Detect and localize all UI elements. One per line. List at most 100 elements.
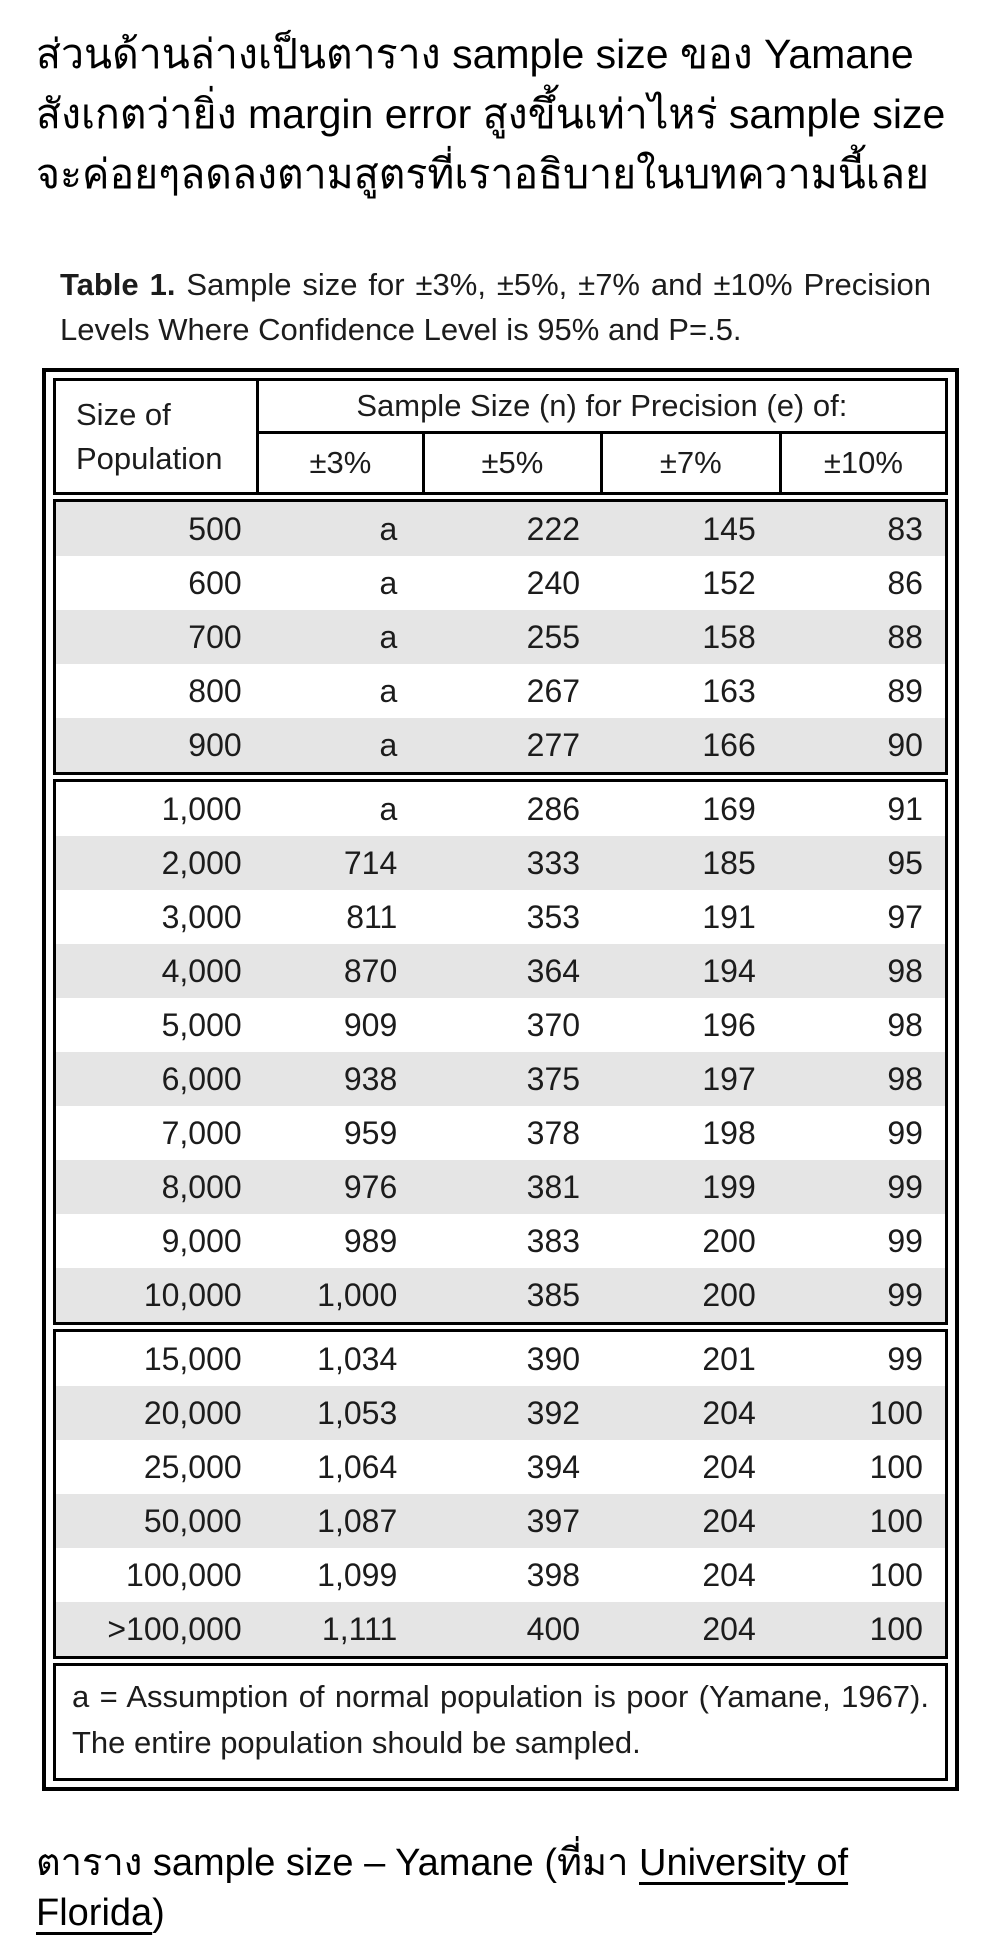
- table-cell: 400: [526, 1611, 581, 1647]
- table-cell: 191: [702, 899, 756, 935]
- yamane-sample-size-table: Size of Population Sample Size (n) for P…: [42, 368, 959, 1791]
- header-cell-10pct: ±10%: [778, 434, 945, 492]
- table-cell: 194: [702, 953, 756, 989]
- figure-caption: ตาราง sample size – Yamane (ที่มา Univer…: [36, 1831, 963, 1935]
- table-cell: 714: [343, 845, 398, 881]
- table-cell: 204: [702, 1503, 756, 1539]
- table-cell: 500: [188, 511, 242, 547]
- table-cell: 909: [343, 1007, 398, 1043]
- table-cell: 6,000: [161, 1061, 242, 1097]
- table-cell: 383: [526, 1223, 581, 1259]
- table-cell: 50,000: [143, 1503, 242, 1539]
- table-cell: 222: [526, 511, 581, 547]
- table-cell: 378: [526, 1115, 581, 1151]
- table-cell: a: [379, 673, 398, 709]
- table-cell: 99: [887, 1341, 923, 1377]
- table-cell: 201: [702, 1341, 756, 1377]
- table-cell: 9,000: [161, 1223, 242, 1259]
- table-cell: 370: [526, 1007, 581, 1043]
- table-cell: 286: [526, 791, 581, 827]
- table-group: 500 a 222 145 83 600 a 240 152 86 700 a 255 158 88 800 a…: [53, 499, 948, 775]
- table-cell: 199: [702, 1169, 756, 1205]
- table-cell: 98: [887, 953, 923, 989]
- table-cell: 1,064: [317, 1449, 398, 1485]
- table-row: 20,000 1,053 392 204 100: [56, 1386, 945, 1440]
- table-cell: 1,000: [161, 791, 242, 827]
- header-cell-group: Sample Size (n) for Precision (e) of:: [258, 381, 945, 434]
- table-cell: 196: [702, 1007, 756, 1043]
- table-cell: 204: [702, 1611, 756, 1647]
- table-cell: 88: [887, 619, 923, 655]
- header-cell-7pct: ±7%: [599, 434, 779, 492]
- table-row: 5,000 909 370 196 98: [56, 998, 945, 1052]
- table-cell: 7,000: [161, 1115, 242, 1151]
- source-link[interactable]: University of Florida: [36, 1842, 849, 1934]
- table-cell: 267: [526, 673, 581, 709]
- table-cell: 100,000: [126, 1557, 242, 1593]
- table-cell: 204: [702, 1395, 756, 1431]
- table-row: 2,000 714 333 185 95: [56, 836, 945, 890]
- table-row: 900 a 277 166 90: [56, 718, 945, 772]
- table-cell: 375: [526, 1061, 581, 1097]
- table-cell: 381: [526, 1169, 581, 1205]
- figure-caption-text: ตาราง sample size – Yamane (ที่มา: [36, 1842, 639, 1884]
- intro-paragraph: ส่วนด้านล่างเป็นตาราง sample size ของ Ya…: [36, 24, 963, 204]
- table-row: 50,000 1,087 397 204 100: [56, 1494, 945, 1548]
- table-cell: 100: [869, 1449, 923, 1485]
- table-row: 800 a 267 163 89: [56, 664, 945, 718]
- table-cell: 163: [702, 673, 756, 709]
- header-cell-population: Size of Population: [56, 381, 259, 492]
- table-body: 500 a 222 145 83 600 a 240 152 86 700 a 255 158 88 800 a…: [53, 499, 948, 1659]
- table-caption: Table 1. Sample size for ±3%, ±5%, ±7% a…: [60, 262, 931, 352]
- table-cell: 394: [526, 1449, 581, 1485]
- table-cell: 100: [869, 1503, 923, 1539]
- table-row: >100,000 1,111 400 204 100: [56, 1602, 945, 1656]
- table-cell: 938: [343, 1061, 398, 1097]
- table-cell: 15,000: [143, 1341, 242, 1377]
- table-cell: 152: [702, 565, 756, 601]
- table-cell: 333: [526, 845, 581, 881]
- table-cell: 197: [702, 1061, 756, 1097]
- table-cell: 811: [346, 899, 398, 935]
- table-cell: 385: [526, 1277, 581, 1313]
- table-cell: 1,111: [321, 1611, 398, 1647]
- table-cell: 397: [526, 1503, 581, 1539]
- table-row: 500 a 222 145 83: [56, 502, 945, 556]
- table-cell: 198: [702, 1115, 756, 1151]
- table-cell: a: [379, 727, 398, 763]
- table-cell: 1,099: [317, 1557, 398, 1593]
- table-row: 3,000 811 353 191 97: [56, 890, 945, 944]
- table-cell: >100,000: [107, 1611, 242, 1647]
- table-row: 15,000 1,034 390 201 99: [56, 1332, 945, 1386]
- table-cell: 900: [188, 727, 242, 763]
- table-cell: 98: [887, 1007, 923, 1043]
- table-cell: 95: [887, 845, 923, 881]
- table-cell: 1,087: [317, 1503, 398, 1539]
- table-cell: 390: [526, 1341, 581, 1377]
- table-row: 1,000 a 286 169 91: [56, 782, 945, 836]
- intro-line: จะค่อยๆลดลงตามสูตรที่เราอธิบายในบทความนี…: [36, 151, 929, 197]
- table-cell: 145: [702, 511, 756, 547]
- table-cell: 91: [887, 791, 923, 827]
- table-cell: 392: [526, 1395, 581, 1431]
- table-row: 100,000 1,099 398 204 100: [56, 1548, 945, 1602]
- table-cell: 99: [887, 1223, 923, 1259]
- table-cell: 277: [526, 727, 581, 763]
- table-footnote: a = Assumption of normal population is p…: [53, 1663, 948, 1781]
- table-cell: 700: [188, 619, 242, 655]
- table-cell: 166: [702, 727, 756, 763]
- table-cell: 2,000: [161, 845, 242, 881]
- table-cell: 364: [526, 953, 581, 989]
- table-cell: 204: [702, 1557, 756, 1593]
- table-cell: 99: [887, 1115, 923, 1151]
- table-cell: a: [379, 511, 398, 547]
- table-group: 1,000 a 286 169 91 2,000 714 333 185 95 3,000 811 35…: [53, 779, 948, 1325]
- table-cell: 600: [188, 565, 242, 601]
- table-caption-text: Sample size for ±3%, ±5%, ±7% and ±10% P…: [60, 267, 931, 347]
- table-cell: 100: [869, 1557, 923, 1593]
- table-cell: 4,000: [161, 953, 242, 989]
- table-cell: 1,034: [317, 1341, 398, 1377]
- table-row: 700 a 255 158 88: [56, 610, 945, 664]
- table-cell: 3,000: [161, 899, 242, 935]
- header-precision-row: ±3% ±5% ±7% ±10%: [259, 434, 945, 492]
